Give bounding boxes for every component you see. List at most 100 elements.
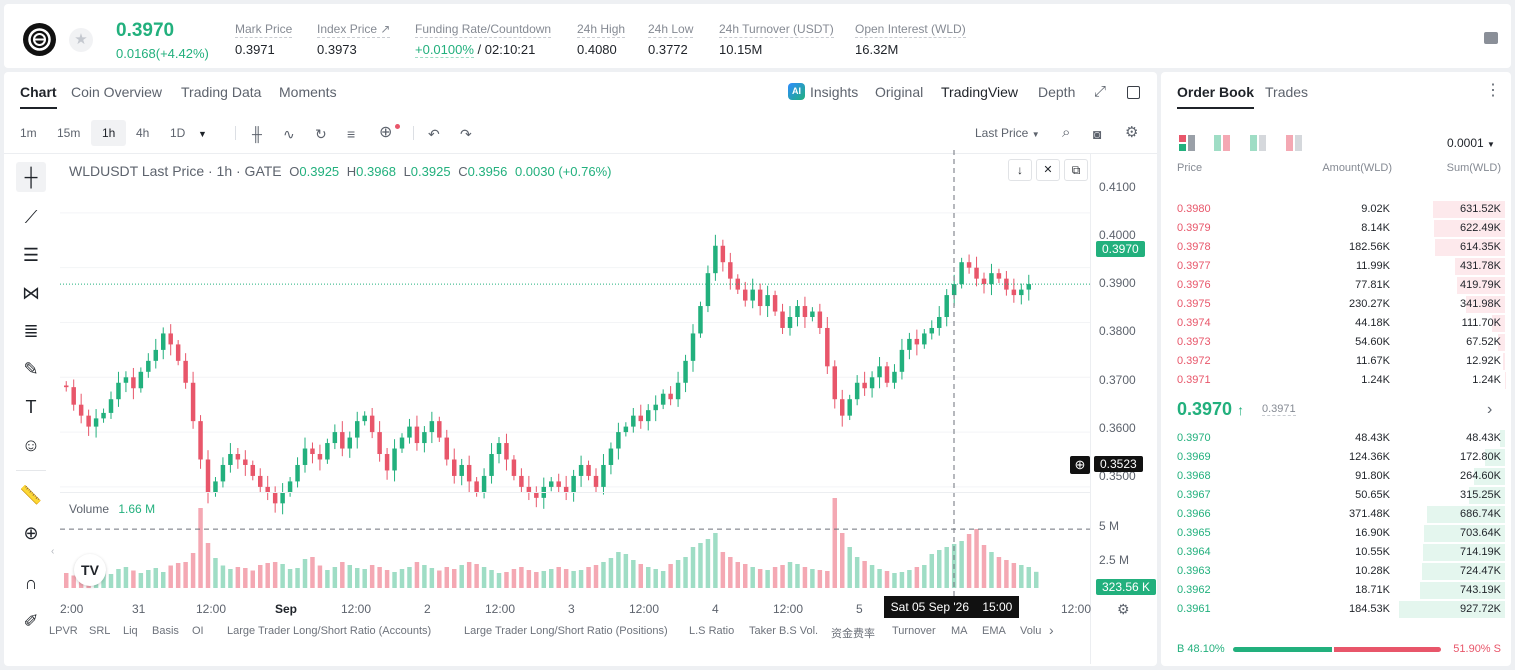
- stat-label[interactable]: Index Price ↗: [317, 22, 391, 38]
- add-alert-plus-icon[interactable]: ⊕: [1070, 456, 1090, 474]
- maximize-pane-icon[interactable]: ⧉: [1064, 159, 1088, 181]
- chevron-right-icon[interactable]: ›: [1487, 401, 1493, 418]
- indicator-turnover[interactable]: Turnover: [892, 625, 936, 637]
- interval-15m[interactable]: 15m: [57, 126, 81, 140]
- tab-order-book[interactable]: Order Book: [1177, 84, 1255, 109]
- indicator-lt-accounts[interactable]: Large Trader Long/Short Ratio (Accounts): [227, 625, 432, 637]
- indicator-ema[interactable]: EMA: [982, 625, 1006, 637]
- last-price-select[interactable]: Last Price ▼: [975, 126, 1040, 140]
- tab-trading-data[interactable]: Trading Data: [181, 84, 262, 100]
- ask-row[interactable]: 0.3972 11.67K 12.92K: [1161, 352, 1511, 371]
- tab-chart[interactable]: Chart: [20, 84, 57, 109]
- indicator-srl[interactable]: SRL: [89, 625, 111, 637]
- indicator-funding-rate[interactable]: 资金费率: [831, 628, 875, 640]
- favorite-star-icon[interactable]: ★: [69, 28, 93, 52]
- ai-insights-icon[interactable]: AI: [788, 83, 805, 100]
- bid-row[interactable]: 0.3961 184.53K 927.72K: [1161, 600, 1511, 619]
- indicator-lt-positions[interactable]: Large Trader Long/Short Ratio (Positions…: [464, 625, 668, 637]
- ask-row[interactable]: 0.3971 1.24K 1.24K: [1161, 371, 1511, 390]
- scroll-to-latest-icon[interactable]: ↓: [1008, 159, 1032, 181]
- bid-row[interactable]: 0.3968 91.80K 264.60K: [1161, 467, 1511, 486]
- bid-row[interactable]: 0.3965 16.90K 703.64K: [1161, 524, 1511, 543]
- depth-bar: [1465, 296, 1505, 313]
- ask-row[interactable]: 0.3977 11.99K 431.78K: [1161, 257, 1511, 276]
- tab-trades[interactable]: Trades: [1265, 84, 1309, 100]
- tab-moments[interactable]: Moments: [279, 84, 337, 100]
- collapse-pane-icon[interactable]: ✕: [1036, 159, 1060, 181]
- ruler-icon[interactable]: 📏: [19, 485, 43, 505]
- indicator-ma[interactable]: MA: [951, 625, 968, 637]
- search-icon[interactable]: ⌕: [1062, 124, 1071, 141]
- indicators-icon[interactable]: ∿: [283, 126, 295, 142]
- crosshair-icon[interactable]: ┼: [16, 162, 46, 192]
- indicator-basis[interactable]: Basis: [152, 625, 179, 637]
- expand-icon[interactable]: ⤢: [1094, 83, 1107, 100]
- ask-row[interactable]: 0.3974 44.18K 111.70K: [1161, 314, 1511, 333]
- trendline-icon[interactable]: ⟋: [24, 207, 38, 227]
- view-asks-icon[interactable]: [1286, 135, 1302, 151]
- zoom-in-icon[interactable]: ⊕: [23, 523, 39, 543]
- magnet-icon[interactable]: ∩: [24, 573, 38, 593]
- indicator-liq[interactable]: Liq: [123, 625, 138, 637]
- view-both-icon[interactable]: [1179, 135, 1195, 151]
- time-axis-settings-icon[interactable]: ⚙: [1117, 601, 1130, 617]
- template-icon[interactable]: ≡: [347, 126, 356, 142]
- book-icon[interactable]: [1484, 32, 1498, 44]
- bid-row[interactable]: 0.3966 371.48K 686.74K: [1161, 505, 1511, 524]
- bid-row[interactable]: 0.3969 124.36K 172.80K: [1161, 448, 1511, 467]
- view-mixed-icon[interactable]: [1214, 135, 1230, 151]
- interval-4h[interactable]: 4h: [136, 126, 150, 140]
- indicator-volume[interactable]: Volu: [1020, 625, 1042, 637]
- price-chart[interactable]: [60, 150, 1090, 600]
- tradingview-logo[interactable]: TV: [74, 554, 106, 586]
- pattern-icon[interactable]: ⋈: [22, 283, 40, 303]
- fib-icon[interactable]: ≣: [23, 321, 39, 341]
- ask-row[interactable]: 0.3979 8.14K 622.49K: [1161, 219, 1511, 238]
- view-bids-icon[interactable]: [1250, 135, 1266, 151]
- interval-1d[interactable]: 1D: [170, 126, 186, 140]
- interval-1h[interactable]: 1h: [102, 126, 116, 140]
- emoji-icon[interactable]: ☺: [21, 435, 41, 455]
- bid-row[interactable]: 0.3962 18.71K 743.19K: [1161, 581, 1511, 600]
- camera-icon[interactable]: ◙: [1093, 126, 1102, 142]
- brush-icon[interactable]: ✎: [23, 359, 39, 379]
- ask-row[interactable]: 0.3976 77.81K 419.79K: [1161, 276, 1511, 295]
- precision-select[interactable]: 0.0001 ▼: [1447, 136, 1495, 150]
- ask-row[interactable]: 0.3980 9.02K 631.52K: [1161, 200, 1511, 219]
- horizontal-lines-icon[interactable]: ☰: [22, 245, 40, 265]
- ask-row[interactable]: 0.3978 182.56K 614.35K: [1161, 238, 1511, 257]
- ask-row[interactable]: 0.3973 54.60K 67.52K: [1161, 333, 1511, 352]
- pencil-lock-icon[interactable]: ✐: [23, 611, 39, 631]
- tab-original[interactable]: Original: [875, 84, 924, 100]
- tab-tradingview[interactable]: TradingView: [941, 84, 1019, 100]
- candle-type-icon[interactable]: ╫: [252, 126, 262, 142]
- add-indicator-icon[interactable]: ⊕: [379, 124, 393, 141]
- stat-index-price[interactable]: Index Price ↗ 0.3973: [317, 22, 391, 57]
- fullscreen-icon[interactable]: [1127, 86, 1140, 99]
- bid-row[interactable]: 0.3970 48.43K 48.43K: [1161, 429, 1511, 448]
- ask-row[interactable]: 0.3975 230.27K 341.98K: [1161, 295, 1511, 314]
- indicator-oi[interactable]: OI: [192, 625, 204, 637]
- bid-row[interactable]: 0.3963 10.28K 724.47K: [1161, 562, 1511, 581]
- interval-dropdown-icon[interactable]: ▼: [198, 129, 207, 139]
- tab-insights[interactable]: Insights: [810, 84, 859, 100]
- bid-row[interactable]: 0.3967 50.65K 315.25K: [1161, 486, 1511, 505]
- redo-icon[interactable]: ↷: [460, 126, 472, 142]
- indicator-taker-vol[interactable]: Taker B.S Vol.: [749, 625, 819, 637]
- collapse-sidebar-icon[interactable]: ‹: [51, 546, 55, 557]
- more-options-icon[interactable]: ⋮: [1485, 82, 1501, 99]
- tab-coin-overview[interactable]: Coin Overview: [71, 84, 163, 100]
- compare-icon[interactable]: ↻: [315, 126, 327, 142]
- settings-gear-icon[interactable]: ⚙: [1125, 124, 1139, 141]
- mid-price[interactable]: 0.3970 ↑: [1177, 399, 1244, 420]
- tab-depth[interactable]: Depth: [1038, 84, 1076, 100]
- interval-1m[interactable]: 1m: [20, 126, 37, 140]
- indicators-next-icon[interactable]: ›: [1049, 622, 1054, 638]
- undo-icon[interactable]: ↶: [428, 126, 440, 142]
- text-tool-icon[interactable]: T: [25, 397, 37, 417]
- legend-o-label: O: [289, 164, 300, 179]
- bid-row[interactable]: 0.3964 10.55K 714.19K: [1161, 543, 1511, 562]
- indicator-ls-ratio[interactable]: L.S Ratio: [689, 625, 735, 637]
- funding-rate-value[interactable]: +0.0100%: [415, 42, 474, 58]
- indicator-lpvr[interactable]: LPVR: [49, 625, 78, 637]
